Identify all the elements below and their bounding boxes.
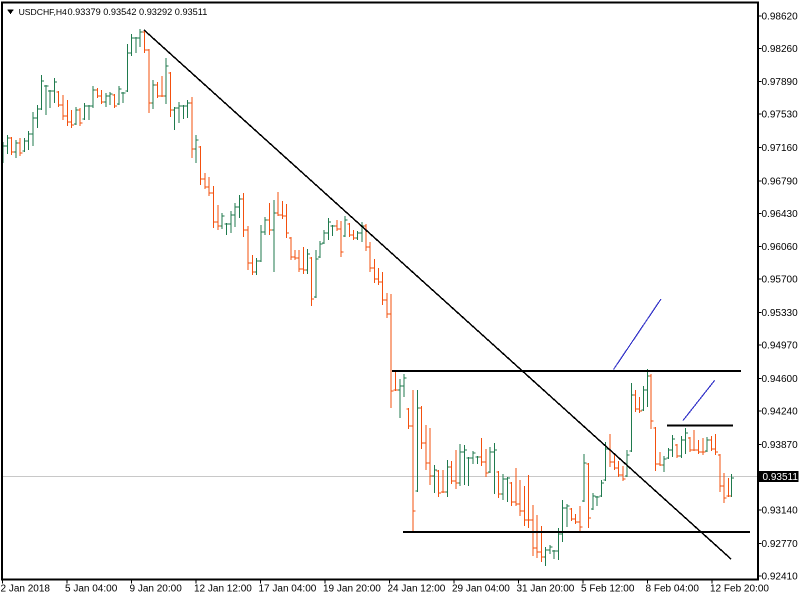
svg-text:0.94970: 0.94970 [762, 341, 799, 352]
svg-text:0.98620: 0.98620 [762, 11, 799, 22]
svg-text:0.93140: 0.93140 [762, 506, 799, 517]
svg-text:17 Jan 04:00: 17 Jan 04:00 [259, 584, 317, 595]
svg-text:5 Jan 04:00: 5 Jan 04:00 [65, 584, 118, 595]
svg-text:0.95330: 0.95330 [762, 308, 799, 319]
svg-text:0.95700: 0.95700 [762, 275, 799, 286]
svg-text:19 Jan 20:00: 19 Jan 20:00 [323, 584, 381, 595]
svg-text:0.93511: 0.93511 [763, 472, 799, 483]
svg-text:5 Feb 12:00: 5 Feb 12:00 [581, 584, 635, 595]
svg-text:9 Jan 20:00: 9 Jan 20:00 [130, 584, 183, 595]
svg-text:31 Jan 20:00: 31 Jan 20:00 [517, 584, 575, 595]
svg-text:12 Jan 12:00: 12 Jan 12:00 [194, 584, 252, 595]
svg-text:0.94600: 0.94600 [762, 374, 799, 385]
svg-text:USDCHF,H4: USDCHF,H4 [19, 7, 67, 17]
svg-text:0.96790: 0.96790 [762, 176, 799, 187]
svg-text:0.96060: 0.96060 [762, 242, 799, 253]
svg-text:29 Jan 04:00: 29 Jan 04:00 [452, 584, 510, 595]
svg-text:0.96430: 0.96430 [762, 209, 799, 220]
svg-text:0.93379 0.93542 0.93292 0.9351: 0.93379 0.93542 0.93292 0.93511 [68, 7, 208, 17]
svg-text:0.92410: 0.92410 [762, 572, 799, 583]
svg-text:2 Jan 2018: 2 Jan 2018 [1, 584, 51, 595]
svg-text:8 Feb 04:00: 8 Feb 04:00 [646, 584, 700, 595]
svg-text:0.94240: 0.94240 [762, 406, 799, 417]
svg-text:0.97530: 0.97530 [762, 110, 799, 121]
svg-text:24 Jan 12:00: 24 Jan 12:00 [388, 584, 446, 595]
svg-text:0.97890: 0.97890 [762, 77, 799, 88]
svg-text:0.98260: 0.98260 [762, 44, 799, 55]
svg-text:12 Feb 20:00: 12 Feb 20:00 [710, 584, 769, 595]
svg-text:0.92770: 0.92770 [762, 539, 799, 550]
svg-text:0.93870: 0.93870 [762, 440, 799, 451]
svg-text:0.97160: 0.97160 [762, 143, 799, 154]
